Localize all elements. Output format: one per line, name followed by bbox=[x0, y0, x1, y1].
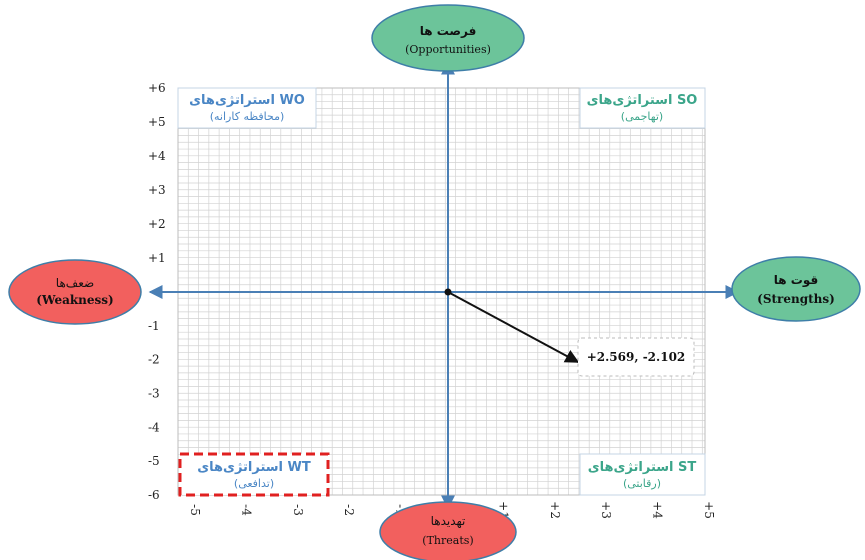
quadrant-st: استراتژی‌های ST (رقابتی) bbox=[579, 453, 706, 496]
y-tick-labels: +6 +5 +4 +3 +2 +1 -1 -2 -3 -4 -5 -6 bbox=[148, 81, 166, 502]
y-tick-label: -5 bbox=[148, 454, 160, 468]
oval-threats-fa: تهدیدها bbox=[431, 514, 466, 528]
x-tick-label: -4 bbox=[239, 504, 253, 516]
quadrant-wt-title: استراتژی‌های WT bbox=[197, 460, 311, 475]
y-tick-label: +2 bbox=[148, 217, 166, 231]
y-tick-label: +3 bbox=[148, 183, 166, 197]
y-tick-label: -6 bbox=[148, 488, 160, 502]
vector-arrow bbox=[447, 291, 580, 363]
y-tick-label: +6 bbox=[148, 81, 166, 95]
quadrant-wo-title: استراتژی‌های WO bbox=[189, 93, 305, 108]
quadrant-st-title: استراتژی‌های ST bbox=[588, 460, 697, 475]
y-tick-label: -3 bbox=[148, 387, 160, 401]
x-tick-label: +4 bbox=[651, 501, 665, 519]
oval-opportunities: فرصت ها (Opportunities) bbox=[371, 4, 525, 72]
quadrant-st-subtitle: (رقابتی) bbox=[623, 477, 661, 490]
quadrant-wo: استراتژی‌های WO (محافظه کارانه) bbox=[177, 87, 317, 129]
y-tick-label: +1 bbox=[148, 251, 166, 265]
y-tick-label: -1 bbox=[148, 319, 160, 333]
coordinate-callout: +2.569, -2.102 bbox=[577, 337, 695, 377]
x-tick-label: -3 bbox=[291, 504, 305, 516]
quadrant-wt-subtitle: (تدافعی) bbox=[234, 477, 274, 490]
position-vector bbox=[444, 288, 580, 363]
y-tick-label: +4 bbox=[148, 149, 166, 163]
oval-threats-en: (Threats) bbox=[422, 534, 473, 547]
quadrant-wt: استراتژی‌های WT (تدافعی) bbox=[178, 452, 330, 497]
x-tick-label: +5 bbox=[702, 501, 716, 519]
oval-strengths: قوت ها (Strengths) bbox=[731, 256, 861, 322]
x-tick-label: +3 bbox=[599, 501, 613, 519]
quadrant-wo-subtitle: (محافظه کارانه) bbox=[210, 110, 285, 123]
origin-point bbox=[444, 288, 452, 296]
quadrant-so-title: استراتژی‌های SO bbox=[587, 93, 698, 108]
oval-weakness-fa: ضعف‌ها bbox=[56, 276, 94, 290]
x-tick-label: -5 bbox=[188, 504, 202, 516]
y-tick-label: -2 bbox=[148, 353, 160, 367]
oval-strengths-en: (Strengths) bbox=[757, 292, 835, 306]
y-tick-label: -4 bbox=[148, 420, 160, 434]
axes bbox=[148, 60, 740, 510]
x-tick-label: +2 bbox=[548, 501, 562, 519]
oval-strengths-fa: قوت ها bbox=[774, 273, 818, 288]
x-tick-label: -2 bbox=[342, 504, 356, 516]
oval-opportunities-en: (Opportunities) bbox=[405, 43, 491, 56]
coordinate-callout-text: +2.569, -2.102 bbox=[587, 350, 686, 364]
oval-weakness: ضعف‌ها (Weakness) bbox=[8, 259, 142, 325]
quadrant-so: استراتژی‌های SO (تهاجمی) bbox=[579, 87, 706, 129]
quadrant-so-subtitle: (تهاجمی) bbox=[621, 110, 663, 123]
y-tick-label: +5 bbox=[148, 115, 166, 129]
oval-threats: تهدیدها (Threats) bbox=[379, 501, 517, 560]
oval-weakness-en: (Weakness) bbox=[36, 293, 113, 307]
oval-opportunities-fa: فرصت ها bbox=[420, 24, 477, 38]
